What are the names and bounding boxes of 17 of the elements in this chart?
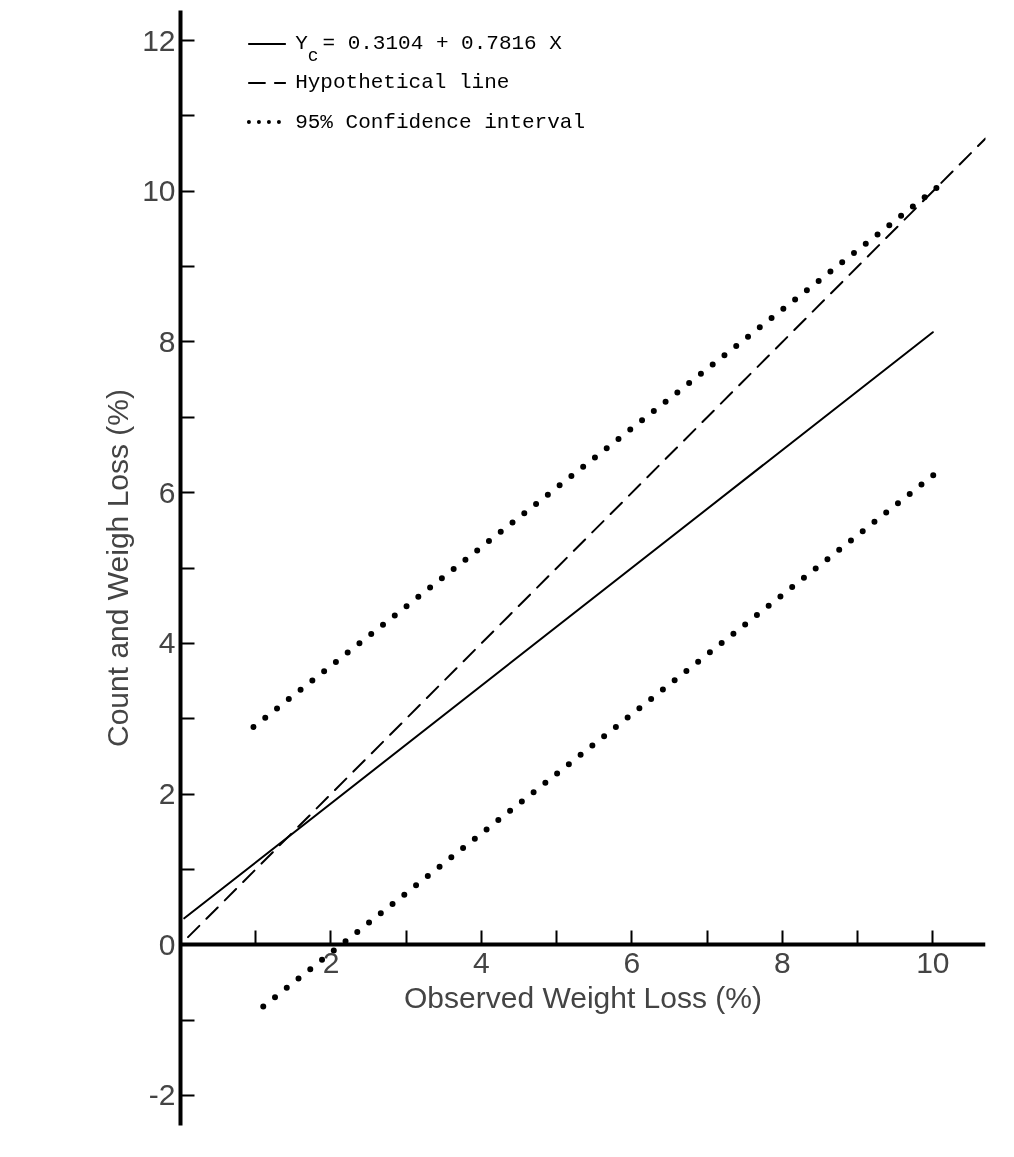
x-axis-title: Observed Weight Loss (%) (404, 980, 762, 1014)
x-tick-label: 10 (916, 945, 950, 979)
x-tick-label: 4 (473, 945, 490, 979)
legend-label: Hypothetical line (295, 71, 510, 95)
legend-label: 95% Confidence interval (295, 110, 586, 134)
y-tick-label: 10 (142, 174, 176, 208)
y-axis-title: Count and Weigh Loss (%) (101, 389, 135, 747)
x-tick-label: 6 (623, 945, 641, 979)
y-tick-label: 12 (142, 23, 176, 57)
y-tick-label: 8 (158, 324, 176, 358)
x-tick-label: 2 (322, 945, 340, 979)
y-tick-label: 4 (158, 626, 176, 660)
y-tick-label: -2 (148, 1078, 176, 1112)
x-tick-label: 8 (774, 945, 791, 979)
y-tick-label: 0 (158, 927, 176, 961)
y-tick-label: 6 (158, 475, 176, 509)
y-tick-label: 2 (158, 777, 176, 811)
